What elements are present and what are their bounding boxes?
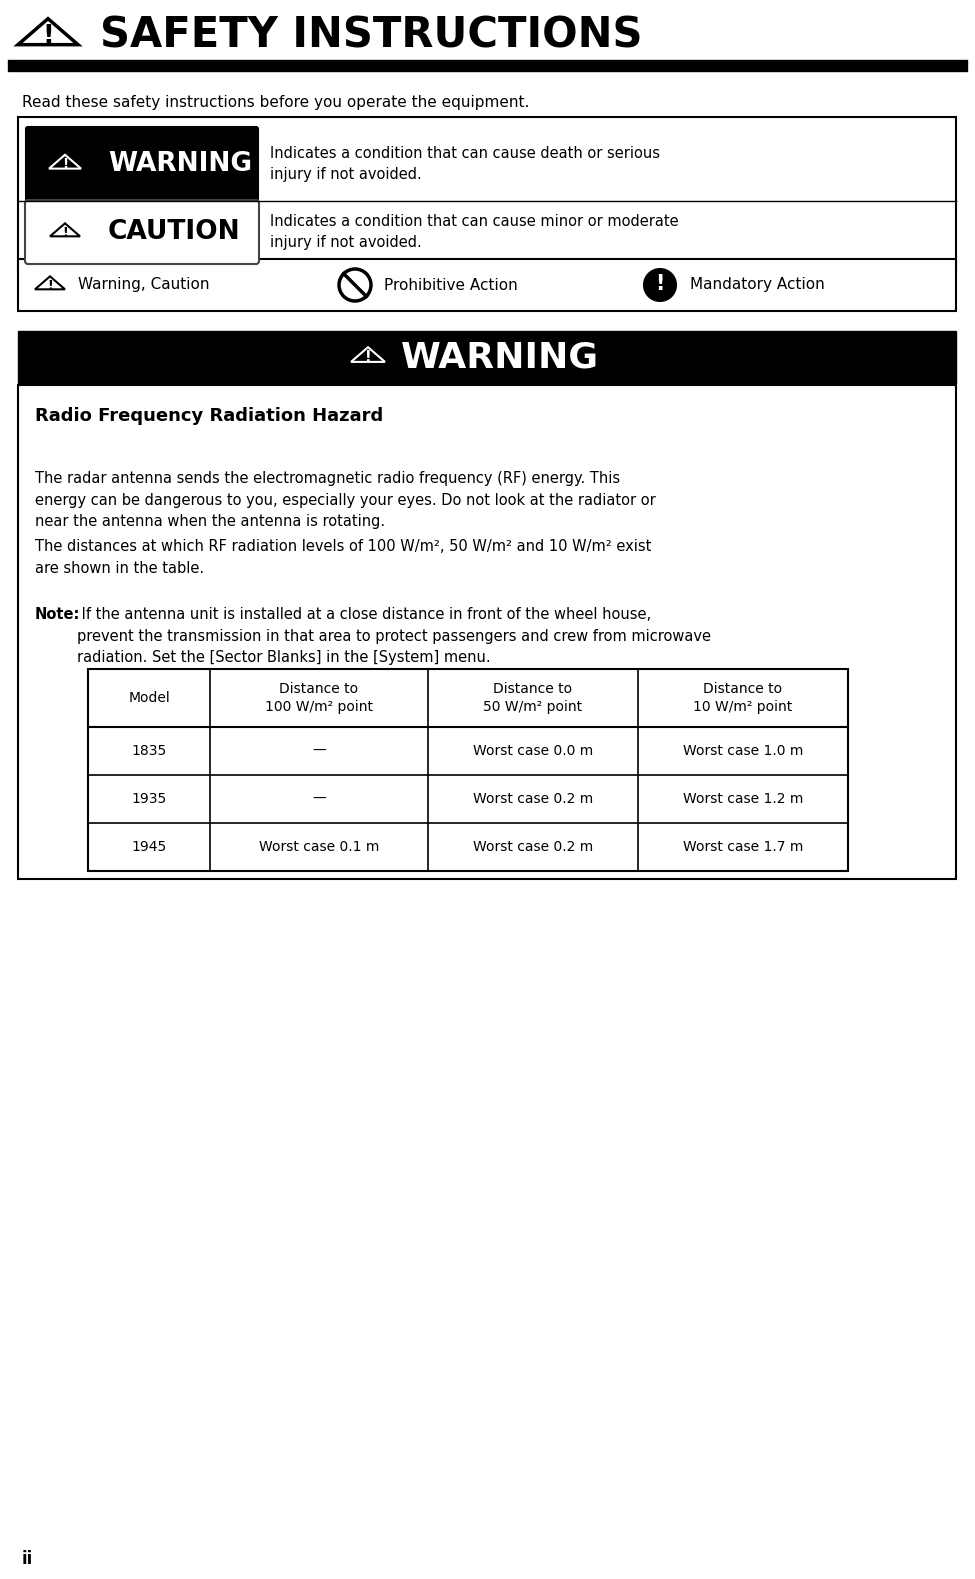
Text: Worst case 1.2 m: Worst case 1.2 m	[682, 793, 803, 805]
Text: —: —	[312, 744, 326, 758]
Circle shape	[644, 268, 676, 302]
Text: !: !	[47, 279, 53, 292]
Text: !: !	[655, 275, 665, 294]
FancyBboxPatch shape	[26, 126, 258, 201]
Text: CAUTION: CAUTION	[108, 219, 241, 245]
Text: !: !	[365, 351, 371, 365]
Text: —: —	[312, 793, 326, 805]
Bar	[88, 669, 848, 872]
Text: Worst case 1.0 m: Worst case 1.0 m	[682, 744, 803, 758]
Bar	[18, 332, 956, 384]
Text: Distance to
100 W/m² point: Distance to 100 W/m² point	[265, 682, 373, 714]
Text: The distances at which RF radiation levels of 100 W/m², 50 W/m² and 10 W/m² exis: The distances at which RF radiation leve…	[35, 538, 651, 576]
Bar	[18, 117, 956, 268]
Text: Indicates a condition that can cause death or serious
injury if not avoided.: Indicates a condition that can cause dea…	[270, 145, 660, 182]
Polygon shape	[50, 223, 80, 237]
Text: 1945: 1945	[132, 840, 167, 854]
Text: Radio Frequency Radiation Hazard: Radio Frequency Radiation Hazard	[35, 407, 383, 425]
Bar	[18, 385, 956, 880]
Text: Indicates a condition that can cause minor or moderate
injury if not avoided.: Indicates a condition that can cause min…	[270, 215, 679, 249]
Text: Model: Model	[128, 692, 170, 704]
Text: Prohibitive Action: Prohibitive Action	[384, 278, 518, 292]
Polygon shape	[49, 155, 81, 169]
Text: Worst case 1.7 m: Worst case 1.7 m	[682, 840, 803, 854]
Text: WARNING: WARNING	[401, 339, 599, 374]
Text: Mandatory Action: Mandatory Action	[690, 278, 825, 292]
Text: ii: ii	[22, 1551, 33, 1568]
Text: Read these safety instructions before you operate the equipment.: Read these safety instructions before yo…	[22, 95, 529, 111]
Text: The radar antenna sends the electromagnetic radio frequency (RF) energy. This
en: The radar antenna sends the electromagne…	[35, 471, 656, 529]
Text: Note:: Note:	[35, 606, 80, 622]
Text: !: !	[62, 226, 68, 238]
Text: WARNING: WARNING	[108, 152, 253, 177]
Text: Worst case 0.2 m: Worst case 0.2 m	[473, 793, 593, 805]
Text: SAFETY INSTRUCTIONS: SAFETY INSTRUCTIONS	[100, 14, 643, 57]
Text: Worst case 0.0 m: Worst case 0.0 m	[473, 744, 593, 758]
Text: !: !	[62, 158, 68, 172]
Text: Distance to
10 W/m² point: Distance to 10 W/m² point	[693, 682, 793, 714]
Text: Worst case 0.2 m: Worst case 0.2 m	[473, 840, 593, 854]
Bar	[8, 60, 967, 71]
Polygon shape	[351, 347, 385, 362]
FancyBboxPatch shape	[25, 201, 259, 264]
Text: Distance to
50 W/m² point: Distance to 50 W/m² point	[484, 682, 583, 714]
Polygon shape	[35, 276, 65, 289]
Bar	[28, 129, 256, 199]
Bar	[18, 259, 956, 311]
Text: 1835: 1835	[132, 744, 167, 758]
Text: !: !	[42, 24, 54, 51]
Text: If the antenna unit is installed at a close distance in front of the wheel house: If the antenna unit is installed at a cl…	[77, 606, 711, 665]
Text: Worst case 0.1 m: Worst case 0.1 m	[258, 840, 379, 854]
Text: Warning, Caution: Warning, Caution	[78, 278, 210, 292]
Text: 1935: 1935	[132, 793, 167, 805]
Polygon shape	[18, 19, 78, 44]
